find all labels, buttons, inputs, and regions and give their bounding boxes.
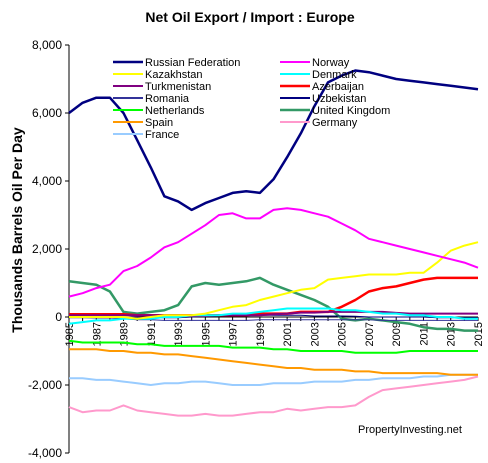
legend-label: France <box>145 129 179 141</box>
y-tick-label: 8,000 <box>32 38 62 52</box>
y-tick-label: -4,000 <box>28 446 62 460</box>
legend-label: Spain <box>145 117 173 129</box>
series-lines <box>68 69 479 417</box>
legend-label: Uzbekistan <box>312 93 366 105</box>
x-tick-label: 2013 <box>446 322 458 346</box>
series-line <box>68 207 479 298</box>
legend-label: Russian Federation <box>145 57 240 69</box>
legend-label: Romania <box>145 93 190 105</box>
x-tick-label: 1999 <box>255 322 267 346</box>
series-line <box>69 373 478 386</box>
legend-label: Denmark <box>312 69 357 81</box>
legend-label: Netherlands <box>145 105 205 117</box>
series-line <box>69 310 478 317</box>
x-tick-label: 1997 <box>228 322 240 346</box>
legend-label: Norway <box>312 57 350 69</box>
chart-title: Net Oil Export / Import : Europe <box>145 9 354 25</box>
x-tick-label: 1989 <box>119 322 131 346</box>
x-tick-label: 2009 <box>391 322 403 346</box>
y-ticks: 8,000 6,000 4,000 2,000 0 -2,000 -4,000 <box>28 38 69 460</box>
series-line <box>68 276 478 332</box>
y-tick-label: 4,000 <box>32 174 62 188</box>
x-tick-label: 1995 <box>200 322 212 346</box>
legend-label: Turkmenistan <box>145 81 211 93</box>
x-tick-label: 2007 <box>364 322 376 346</box>
x-tick-label: 1993 <box>173 322 185 346</box>
series-line <box>68 375 479 417</box>
series-line <box>68 339 478 354</box>
x-tick-label: 1991 <box>146 322 158 346</box>
legend: Russian Federation Norway Kazakhstan Denmar… <box>113 57 390 141</box>
x-tick-label: 2015 <box>473 322 485 346</box>
legend-label: Germany <box>312 117 358 129</box>
y-tick-label: 0 <box>55 310 62 324</box>
axes <box>68 45 478 453</box>
x-tick-label: 1987 <box>91 322 103 346</box>
x-tick-label: 2003 <box>309 322 321 346</box>
y-axis-label: Thousands Barrels Oil Per Day <box>9 127 25 333</box>
legend-label: United Kingdom <box>312 105 390 117</box>
legend-label: Azerbaijan <box>312 81 364 93</box>
y-tick-label: -2,000 <box>28 378 62 392</box>
source-annotation: PropertyInvesting.net <box>358 424 462 436</box>
y-tick-label: 6,000 <box>32 106 62 120</box>
series-line <box>68 69 479 212</box>
y-tick-label: 2,000 <box>32 242 62 256</box>
x-tick-label: 1985 <box>64 322 76 346</box>
x-tick-label: 2005 <box>337 322 349 346</box>
series-line <box>69 241 479 320</box>
series-line <box>69 348 478 376</box>
legend-label: Kazakhstan <box>145 69 202 81</box>
x-tick-label: 2001 <box>282 322 294 346</box>
